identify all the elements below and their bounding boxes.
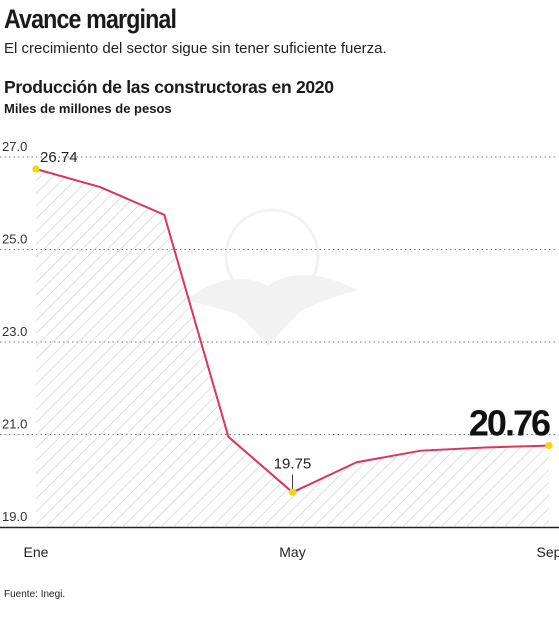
data-label: 19.75 [274, 455, 312, 472]
data-point-marker [288, 488, 297, 496]
area-fill [36, 169, 549, 527]
data-label: 26.74 [40, 149, 78, 166]
x-tick-label: Sep [537, 544, 559, 560]
data-point-marker [545, 442, 553, 450]
source-note: Fuente: Inegi. [4, 589, 66, 600]
chart-title: Producción de las constructoras en 2020 [4, 77, 334, 97]
x-tick-label: May [279, 544, 305, 560]
x-tick-label: Ene [24, 544, 49, 560]
y-tick-label: 21.0 [2, 417, 27, 432]
y-tick-label: 25.0 [2, 232, 27, 247]
data-point-marker [32, 165, 40, 173]
y-tick-label: 19.0 [2, 509, 27, 524]
eagle-watermark [186, 208, 358, 346]
subheadline: El crecimiento del sector sigue sin tene… [4, 40, 387, 57]
y-tick-label: 23.0 [2, 324, 27, 339]
headline: Avance marginal [4, 4, 177, 34]
chart-units: Miles de millones de pesos [4, 101, 172, 116]
y-tick-label: 27.0 [2, 139, 27, 154]
data-label-latest: 20.76 [469, 403, 550, 444]
